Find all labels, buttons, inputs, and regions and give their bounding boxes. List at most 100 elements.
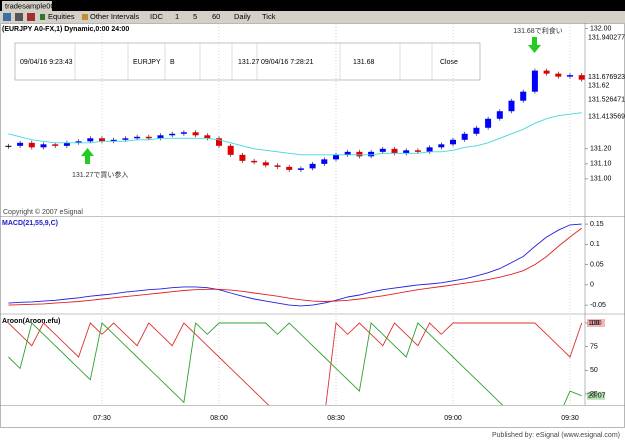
candle <box>578 75 585 80</box>
annotation: 131.27で買い参入 <box>72 170 128 179</box>
candle <box>508 100 515 112</box>
candle <box>145 136 152 139</box>
candle <box>204 135 211 139</box>
panel-title: (EURJPY A0-FX,1) Dynamic,0:00 24:00 <box>2 26 129 33</box>
price-label-bg <box>587 81 624 90</box>
icon[interactable] <box>82 14 88 20</box>
price-label-bg <box>587 33 624 42</box>
candle <box>262 162 269 166</box>
toolbar-item[interactable]: IDC <box>150 12 164 21</box>
candle <box>297 168 304 170</box>
price-label-bg <box>587 73 624 82</box>
trade-cell: 131.68 <box>353 59 375 66</box>
trade-cell: 09/04/16 9:23:43 <box>20 59 73 66</box>
sell-arrow <box>528 37 541 53</box>
window-tab[interactable] <box>2 1 52 11</box>
y-tick-label: 75 <box>590 343 598 350</box>
series-line <box>8 112 582 156</box>
icon[interactable] <box>27 13 35 21</box>
last-value-label: 23.07 <box>588 393 606 400</box>
trade-cell: 131.27 <box>238 59 260 66</box>
trade-cell: EURJPY <box>133 59 161 66</box>
icon[interactable] <box>40 14 45 20</box>
candle <box>75 141 82 143</box>
toolbar-icons <box>3 13 88 21</box>
series-line <box>8 322 583 405</box>
candle <box>274 165 281 167</box>
last-value-bg <box>587 391 605 400</box>
y-tick-label: 0.1 <box>590 241 600 248</box>
price-label: 131.940277 <box>588 34 625 41</box>
candle <box>391 148 398 154</box>
x-tick-label: 07:30 <box>93 415 111 422</box>
icon[interactable] <box>15 13 23 21</box>
candle <box>414 150 421 152</box>
candle <box>368 151 375 157</box>
icon[interactable] <box>3 13 11 21</box>
toolbar-item[interactable]: Equities <box>48 12 75 21</box>
plot-area <box>8 218 582 312</box>
candle <box>40 144 47 148</box>
candle <box>567 75 573 77</box>
candle <box>99 138 105 142</box>
candle <box>555 73 562 77</box>
plot-area <box>8 316 583 405</box>
candle <box>87 138 94 142</box>
candle <box>227 145 234 155</box>
candle <box>169 133 176 136</box>
y-tick-label: 132.00 <box>590 25 612 32</box>
y-tick-label: 0 <box>590 282 594 289</box>
candle <box>134 136 141 139</box>
toolbar-item[interactable]: Daily <box>234 12 251 21</box>
y-tick-label: -0.05 <box>590 302 606 309</box>
candle <box>485 118 492 128</box>
candle <box>333 154 339 160</box>
trade-box: 09/04/16 9:23:43 EURJPY B 131.27 09/04/1… <box>14 42 481 81</box>
y-tick-label: 25 <box>590 391 598 398</box>
toolbar-item[interactable]: 1 <box>175 12 179 21</box>
price-label-bg <box>587 95 624 104</box>
price-label: 131.526471 <box>588 97 625 104</box>
annotation: 131.68で利食い <box>513 26 562 35</box>
window-title: tradesample001 <box>5 1 59 10</box>
copyright: Copyright © 2007 eSignal <box>3 208 83 216</box>
candle <box>239 154 246 161</box>
candle <box>543 70 550 74</box>
y-tick-label: 131.00 <box>590 176 612 183</box>
candle <box>321 159 328 164</box>
candle <box>461 133 468 140</box>
y-tick-label: 131.10 <box>590 161 612 168</box>
candle <box>426 147 433 152</box>
candle <box>157 135 164 139</box>
candle <box>403 150 410 154</box>
toolbar-item[interactable]: Tick <box>262 12 276 21</box>
plot-area <box>5 24 585 215</box>
panel-title: Aroon(Aroon.efu) <box>2 318 60 325</box>
price-label: 131.62 <box>588 83 610 90</box>
candle <box>356 151 363 157</box>
y-tick-label: 100 <box>590 320 602 327</box>
panel-title: MACD(21,55,9,C) <box>2 220 58 227</box>
toolbar-item[interactable]: 5 <box>193 12 197 21</box>
x-tick-label: 09:30 <box>561 415 579 422</box>
candle <box>110 139 117 142</box>
price-label: 131.413569 <box>588 114 625 121</box>
y-tick-label: 0.15 <box>590 221 604 228</box>
candle <box>251 160 258 163</box>
series-line <box>8 322 582 405</box>
toolbar-item[interactable]: 60 <box>212 12 220 21</box>
candle <box>531 70 538 92</box>
candle <box>344 151 351 155</box>
buy-arrow <box>81 148 94 164</box>
y-tick-label: 0.05 <box>590 261 604 268</box>
price-label: 131.676923 <box>588 74 625 81</box>
candle <box>5 145 12 147</box>
candle <box>309 163 316 169</box>
candle <box>438 144 445 148</box>
title-bar <box>0 0 625 11</box>
candle <box>28 142 35 148</box>
y-tick-label: 50 <box>590 367 598 374</box>
candle <box>450 139 456 145</box>
toolbar-item[interactable]: Other Intervals <box>90 12 139 21</box>
